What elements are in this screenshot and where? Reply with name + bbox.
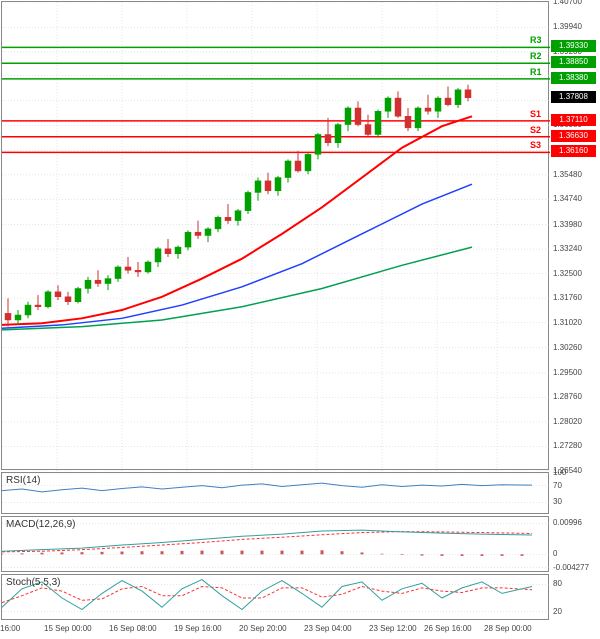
yaxis-rsi: 3070100	[551, 472, 599, 514]
rsi-panel[interactable]: RSI(14)	[1, 472, 549, 514]
macd-label: MACD(12,26,9)	[6, 519, 75, 530]
chart-container: 1.265401.272801.280201.287601.295001.302…	[0, 0, 600, 639]
yaxis-stoch: 2080	[551, 574, 599, 620]
stoch-label: Stoch(5,5,3)	[6, 577, 60, 588]
stoch-svg	[2, 575, 550, 621]
xaxis: ep 16:0015 Sep 00:0016 Sep 08:0019 Sep 1…	[1, 622, 549, 638]
rsi-svg	[2, 473, 550, 515]
macd-panel[interactable]: MACD(12,26,9)	[1, 516, 549, 572]
rsi-label: RSI(14)	[6, 475, 40, 486]
main-price-panel[interactable]	[1, 1, 549, 470]
macd-svg	[2, 517, 550, 573]
stoch-panel[interactable]: Stoch(5,5,3)	[1, 574, 549, 620]
main-chart-svg	[2, 2, 550, 471]
yaxis-macd: -0.00427700.00996	[551, 516, 599, 572]
